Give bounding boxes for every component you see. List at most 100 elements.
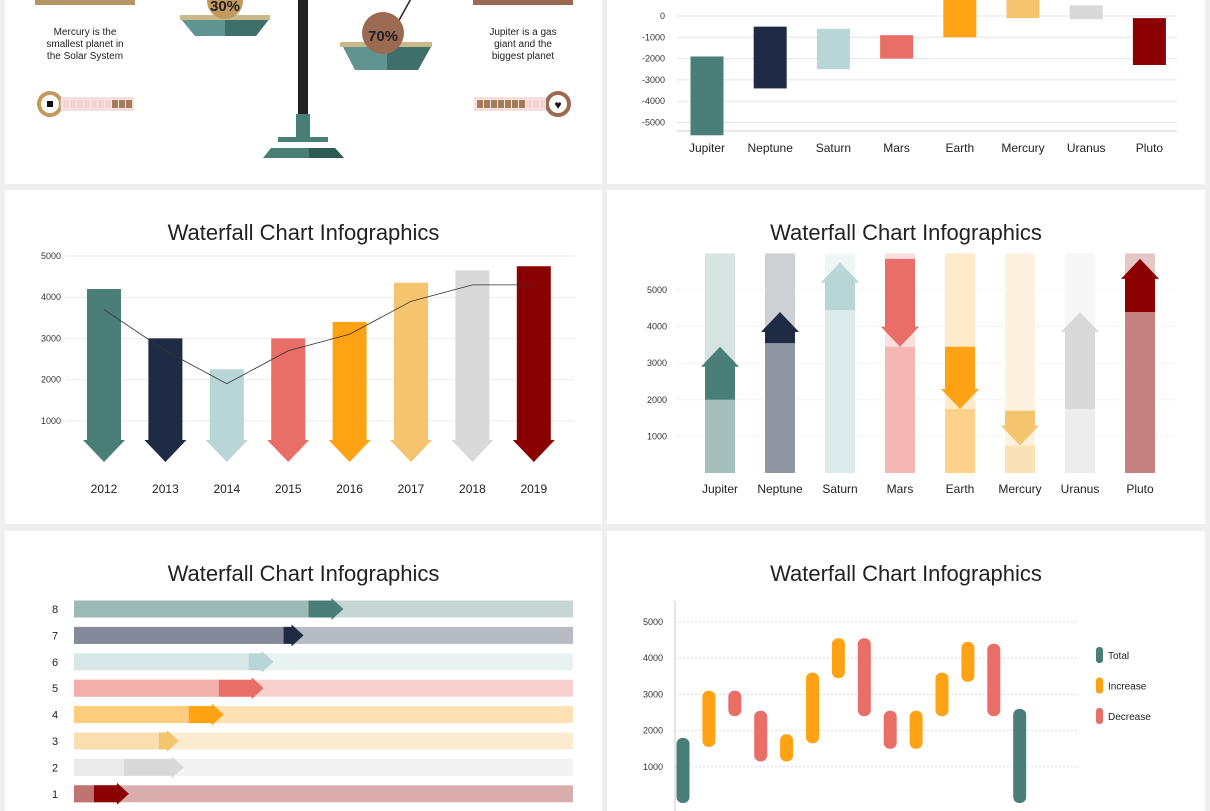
increase-bar bbox=[806, 672, 819, 744]
y-tick-label: 4000 bbox=[647, 322, 667, 332]
heart-icon: ♥ bbox=[554, 98, 561, 112]
scale-neck bbox=[296, 114, 310, 138]
chart-title: Waterfall Chart Infographics bbox=[770, 220, 1042, 245]
row-label: 5 bbox=[52, 683, 58, 695]
meter-segment bbox=[512, 100, 518, 108]
right-header-bar bbox=[473, 0, 573, 5]
meter-segment bbox=[477, 100, 483, 108]
right-percent-label: 70% bbox=[368, 28, 398, 45]
arrow-bar bbox=[512, 266, 555, 462]
year-waterfall-chart: 1000 2000 3000 4000 5000 2012 2013 2014 2015 2016… bbox=[41, 251, 575, 496]
column-fill bbox=[1065, 408, 1095, 473]
floating-waterfall-panel: Waterfall Chart Infographics 1000 2000 300… bbox=[607, 531, 1205, 811]
chart-title: Waterfall Chart Infographics bbox=[167, 561, 440, 586]
y-tick-label: 1000 bbox=[647, 431, 667, 441]
y-tick-label: 2000 bbox=[643, 726, 663, 736]
meter-segment bbox=[70, 100, 76, 108]
x-tick-label: Earth bbox=[946, 482, 975, 496]
x-tick-label: Mercury bbox=[998, 482, 1041, 496]
y-tick-label: -5000 bbox=[642, 118, 665, 128]
x-tick-label: Uranus bbox=[1061, 482, 1100, 496]
left-description-line: smallest planet in bbox=[46, 39, 124, 50]
total-bar bbox=[1013, 708, 1027, 803]
meter-segment bbox=[126, 100, 132, 108]
x-tick-label: 2017 bbox=[398, 482, 425, 496]
row-fill bbox=[74, 785, 94, 803]
arrow-bar bbox=[390, 282, 432, 462]
row-arrow bbox=[283, 624, 304, 647]
column-fill bbox=[1005, 445, 1035, 473]
row-label: 7 bbox=[52, 630, 58, 642]
down-arrow bbox=[881, 258, 919, 347]
y-tick-label: -3000 bbox=[642, 75, 665, 85]
y-tick-label: -4000 bbox=[642, 96, 665, 106]
arrow-bar bbox=[83, 288, 125, 462]
waterfall-bar bbox=[1006, 0, 1040, 19]
left-header-bar bbox=[35, 0, 135, 5]
x-tick-label: Neptune bbox=[757, 482, 803, 496]
row-fill bbox=[74, 653, 249, 671]
meter-segment bbox=[498, 100, 504, 108]
x-tick-label: Saturn bbox=[822, 482, 857, 496]
column-fill bbox=[705, 399, 735, 473]
x-tick-label: Uranus bbox=[1067, 141, 1106, 155]
y-tick-label: 5000 bbox=[643, 617, 663, 627]
left-percent-label: 30% bbox=[210, 0, 240, 15]
legend-label: Increase bbox=[1108, 682, 1147, 693]
x-tick-label: 2012 bbox=[91, 482, 118, 496]
decrease-bar bbox=[987, 643, 1001, 717]
arrow-bar bbox=[328, 321, 371, 462]
scale-foot-plate bbox=[278, 137, 328, 142]
column-fill bbox=[885, 346, 915, 473]
meter-segment bbox=[77, 100, 83, 108]
row-track bbox=[74, 785, 573, 803]
right-description: Jupiter is a gas giant and the biggest p… bbox=[473, 27, 573, 63]
arrow-bar bbox=[144, 338, 187, 462]
row-track bbox=[74, 732, 573, 750]
increase-bar bbox=[702, 690, 716, 747]
x-tick-label: Neptune bbox=[748, 141, 794, 155]
row-arrow bbox=[218, 677, 264, 700]
row-arrow bbox=[188, 703, 224, 726]
meter-segment bbox=[505, 100, 511, 108]
decrease-bar bbox=[857, 638, 871, 717]
trend-line bbox=[103, 284, 534, 385]
y-tick-label: -1000 bbox=[642, 32, 665, 42]
row-track bbox=[74, 758, 573, 776]
waterfall-bar bbox=[943, 0, 977, 38]
x-tick-label: 2015 bbox=[275, 482, 302, 496]
decrease-bar bbox=[754, 710, 768, 762]
x-tick-label: 2013 bbox=[152, 482, 179, 496]
x-tick-label: Jupiter bbox=[689, 141, 725, 155]
meter-segment bbox=[63, 100, 69, 108]
increase-bar bbox=[909, 710, 923, 749]
y-tick-label: -2000 bbox=[642, 54, 665, 64]
legend-label: Total bbox=[1108, 651, 1129, 662]
x-tick-label: Mars bbox=[883, 141, 910, 155]
y-tick-label: 3000 bbox=[647, 358, 667, 368]
y-tick-label: 0 bbox=[660, 11, 665, 21]
row-arrow bbox=[93, 782, 129, 805]
meter-segment bbox=[484, 100, 490, 108]
chart-title: Waterfall Chart Infographics bbox=[770, 561, 1042, 586]
left-pan-shade bbox=[225, 18, 270, 36]
down-arrow bbox=[941, 346, 979, 409]
left-description-line: Mercury is the bbox=[53, 27, 117, 38]
row-label: 2 bbox=[52, 762, 58, 774]
increase-bar bbox=[780, 734, 794, 762]
row-fill bbox=[74, 732, 159, 750]
x-tick-label: Saturn bbox=[816, 141, 851, 155]
x-tick-label: 2016 bbox=[336, 482, 363, 496]
right-description-line: giant and the bbox=[494, 39, 552, 50]
column-fill bbox=[1125, 311, 1155, 473]
row-label: 1 bbox=[52, 789, 58, 801]
y-tick-label: 1000 bbox=[41, 416, 61, 426]
row-fill bbox=[74, 626, 284, 644]
row-label: 4 bbox=[52, 710, 58, 722]
legend-label: Decrease bbox=[1108, 712, 1151, 723]
scale-base-shade bbox=[309, 148, 344, 158]
meter-segment bbox=[540, 100, 546, 108]
right-pan-shade bbox=[387, 45, 432, 70]
x-tick-label: Earth bbox=[945, 141, 974, 155]
waterfall-bar bbox=[1069, 5, 1103, 20]
